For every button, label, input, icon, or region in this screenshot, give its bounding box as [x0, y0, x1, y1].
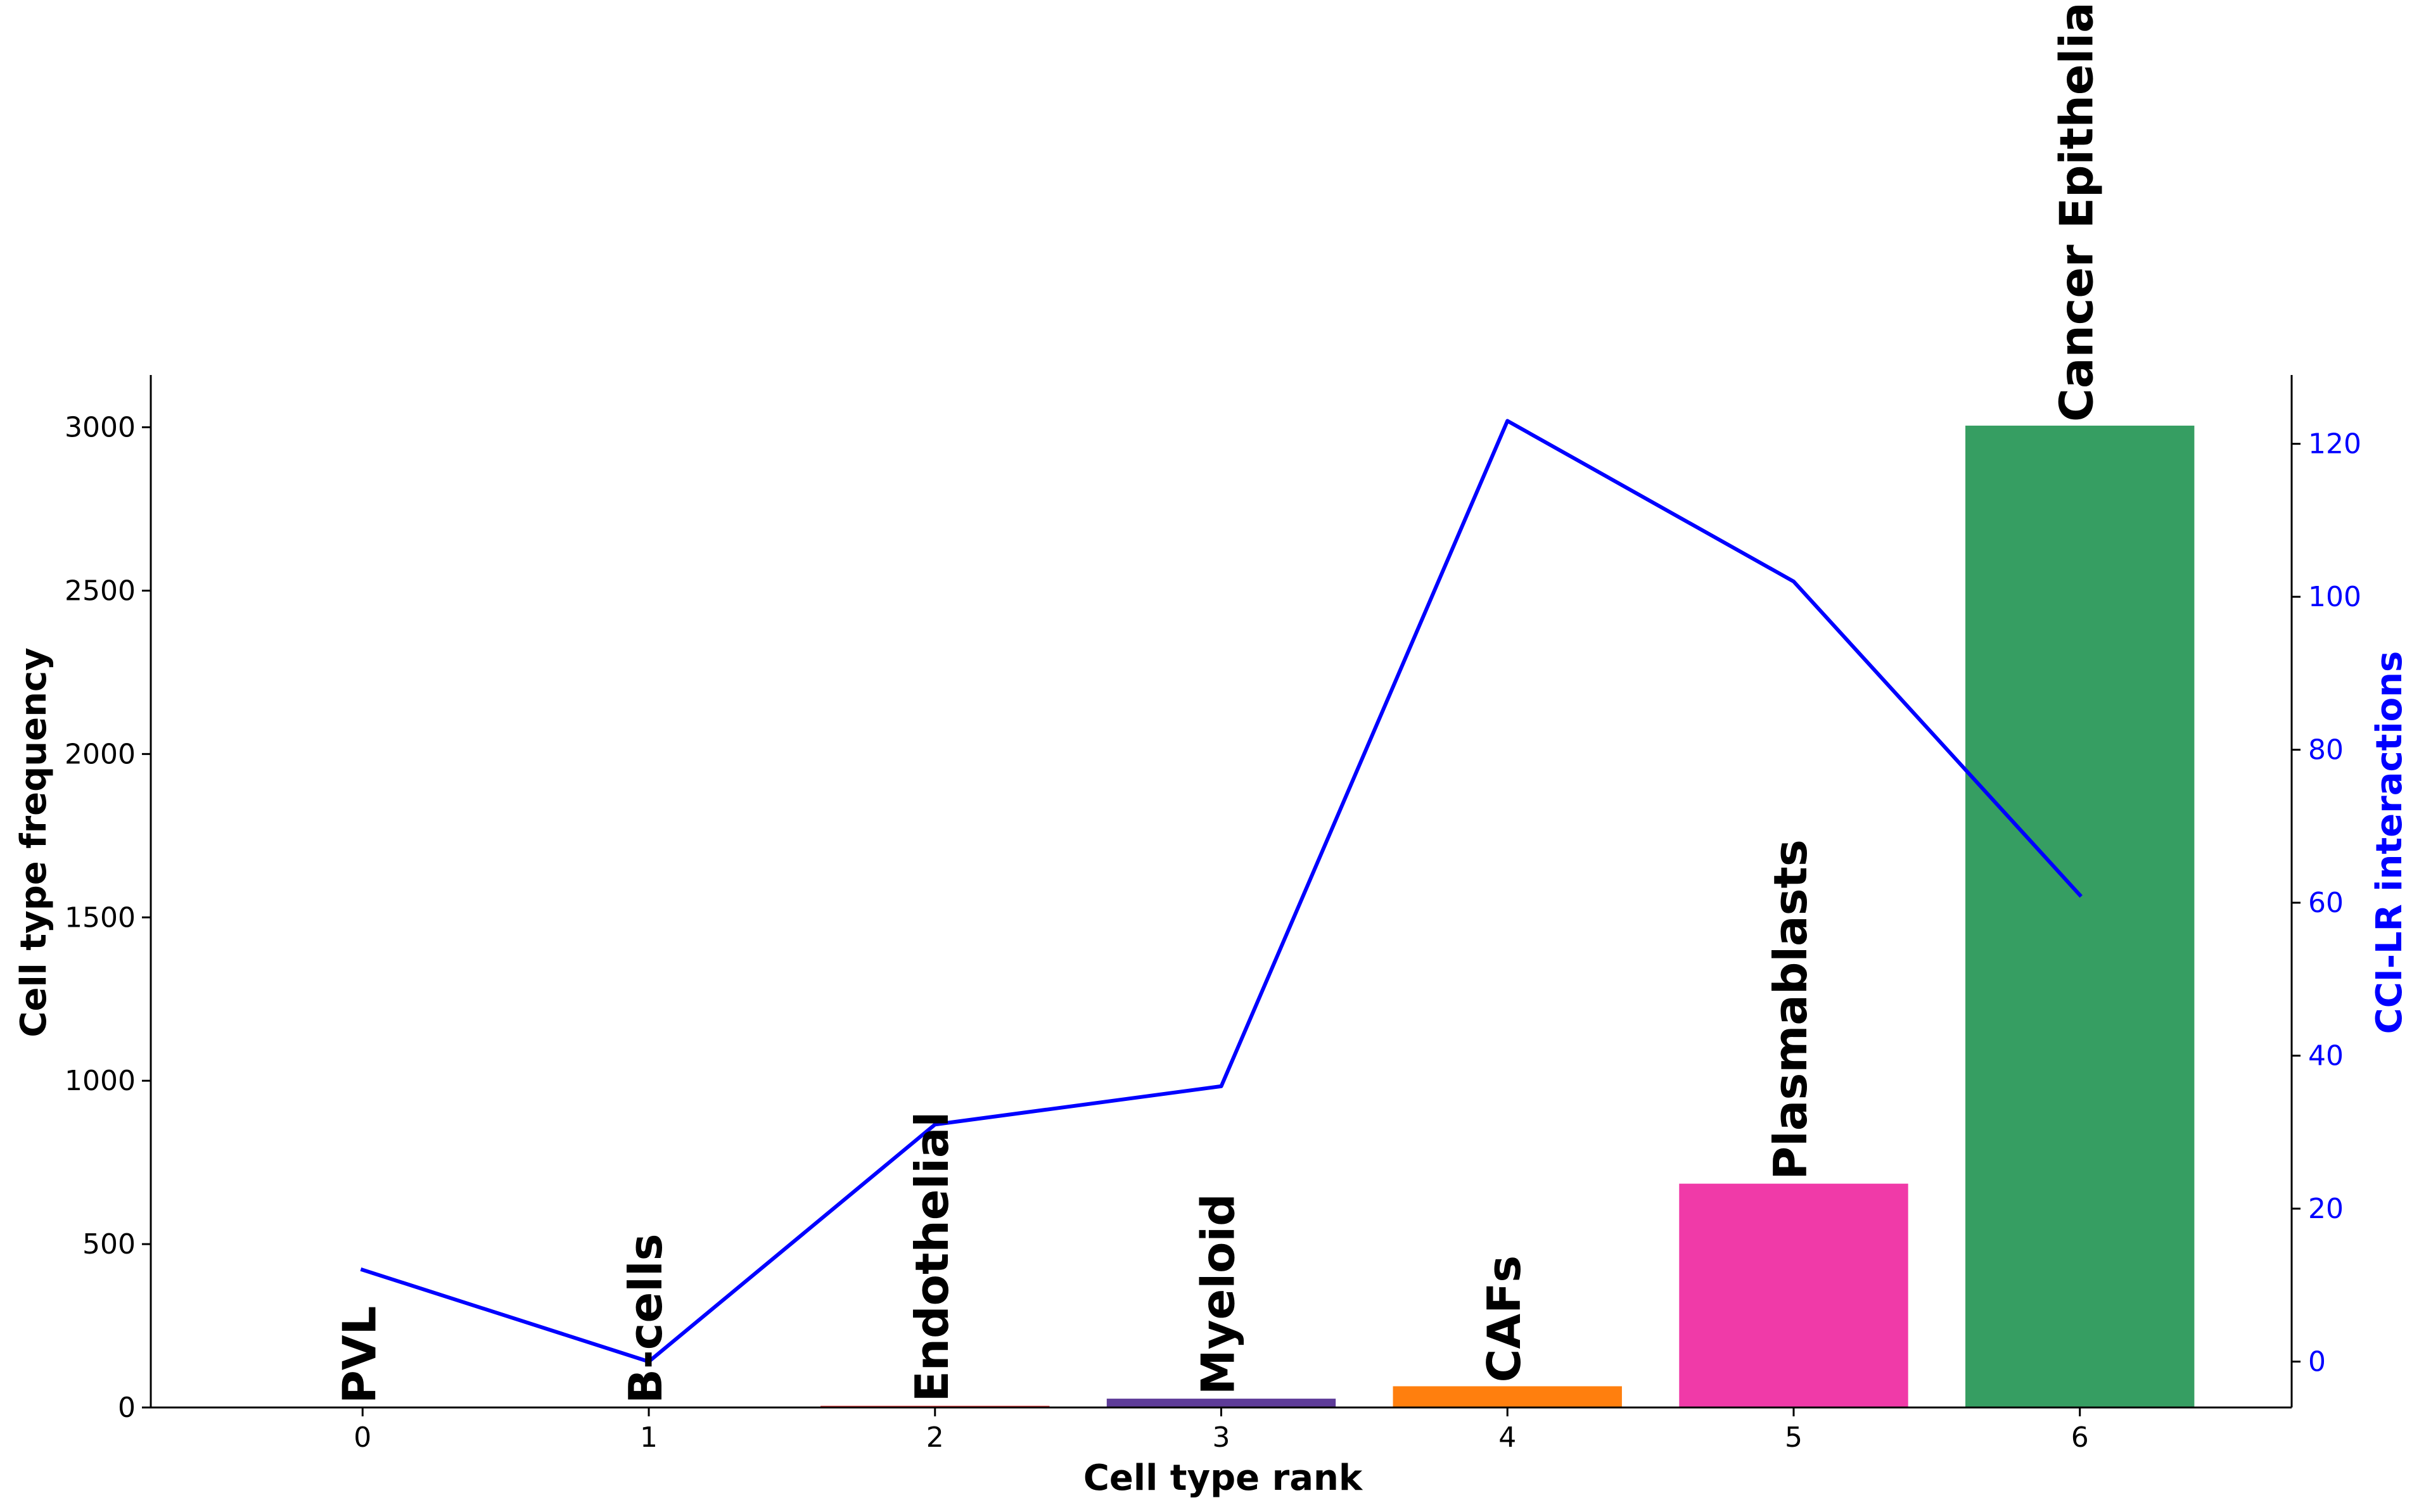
y-left-tick-label-5: 2500: [65, 575, 136, 607]
x-tick-label-0: 0: [354, 1421, 371, 1454]
y-left-tick-label-2: 1000: [65, 1065, 136, 1097]
y-left-tick-label-1: 500: [82, 1228, 136, 1261]
bar-6: [1965, 426, 2194, 1407]
x-axis-label: Cell type rank: [1083, 1458, 1363, 1499]
y-left-tick-label-6: 3000: [65, 412, 136, 444]
x-tick-label-4: 4: [1498, 1421, 1516, 1454]
y-left-tick-label-3: 1500: [65, 901, 136, 934]
bar-label-3: Myeloid: [1192, 1193, 1245, 1395]
bar-3: [1107, 1399, 1336, 1407]
y-right-tick-label-4: 80: [2308, 734, 2344, 766]
bar-label-2: Endothelial: [905, 1112, 959, 1402]
x-tick-label-2: 2: [926, 1421, 944, 1454]
y-left-tick-label-0: 0: [118, 1392, 136, 1424]
bar-label-6: Cancer Epithelial: [2050, 0, 2103, 422]
x-tick-label-3: 3: [1213, 1421, 1230, 1454]
x-tick-label-5: 5: [1785, 1421, 1803, 1454]
bar-5: [1679, 1184, 1908, 1407]
y-right-tick-label-1: 20: [2308, 1193, 2344, 1225]
y-axis-label-left: Cell type frequency: [13, 647, 54, 1037]
bar-label-1: B-cells: [619, 1234, 672, 1404]
bar-label-5: Plasmablasts: [1764, 839, 1817, 1179]
bar-label-4: CAFs: [1478, 1255, 1531, 1383]
y-right-tick-label-3: 60: [2308, 887, 2344, 919]
y-right-tick-label-0: 0: [2308, 1346, 2326, 1378]
y-left-tick-label-4: 2000: [65, 738, 136, 770]
bar-label-0: PVL: [333, 1306, 386, 1404]
bar-4: [1393, 1386, 1622, 1407]
x-tick-label-6: 6: [2071, 1421, 2089, 1454]
y-axis-label-right: CCI-LR interactions: [2369, 651, 2410, 1034]
y-right-tick-label-5: 100: [2308, 581, 2361, 613]
y-right-tick-label-2: 40: [2308, 1040, 2344, 1072]
x-tick-label-1: 1: [640, 1421, 658, 1454]
y-right-tick-label-6: 120: [2308, 428, 2361, 461]
